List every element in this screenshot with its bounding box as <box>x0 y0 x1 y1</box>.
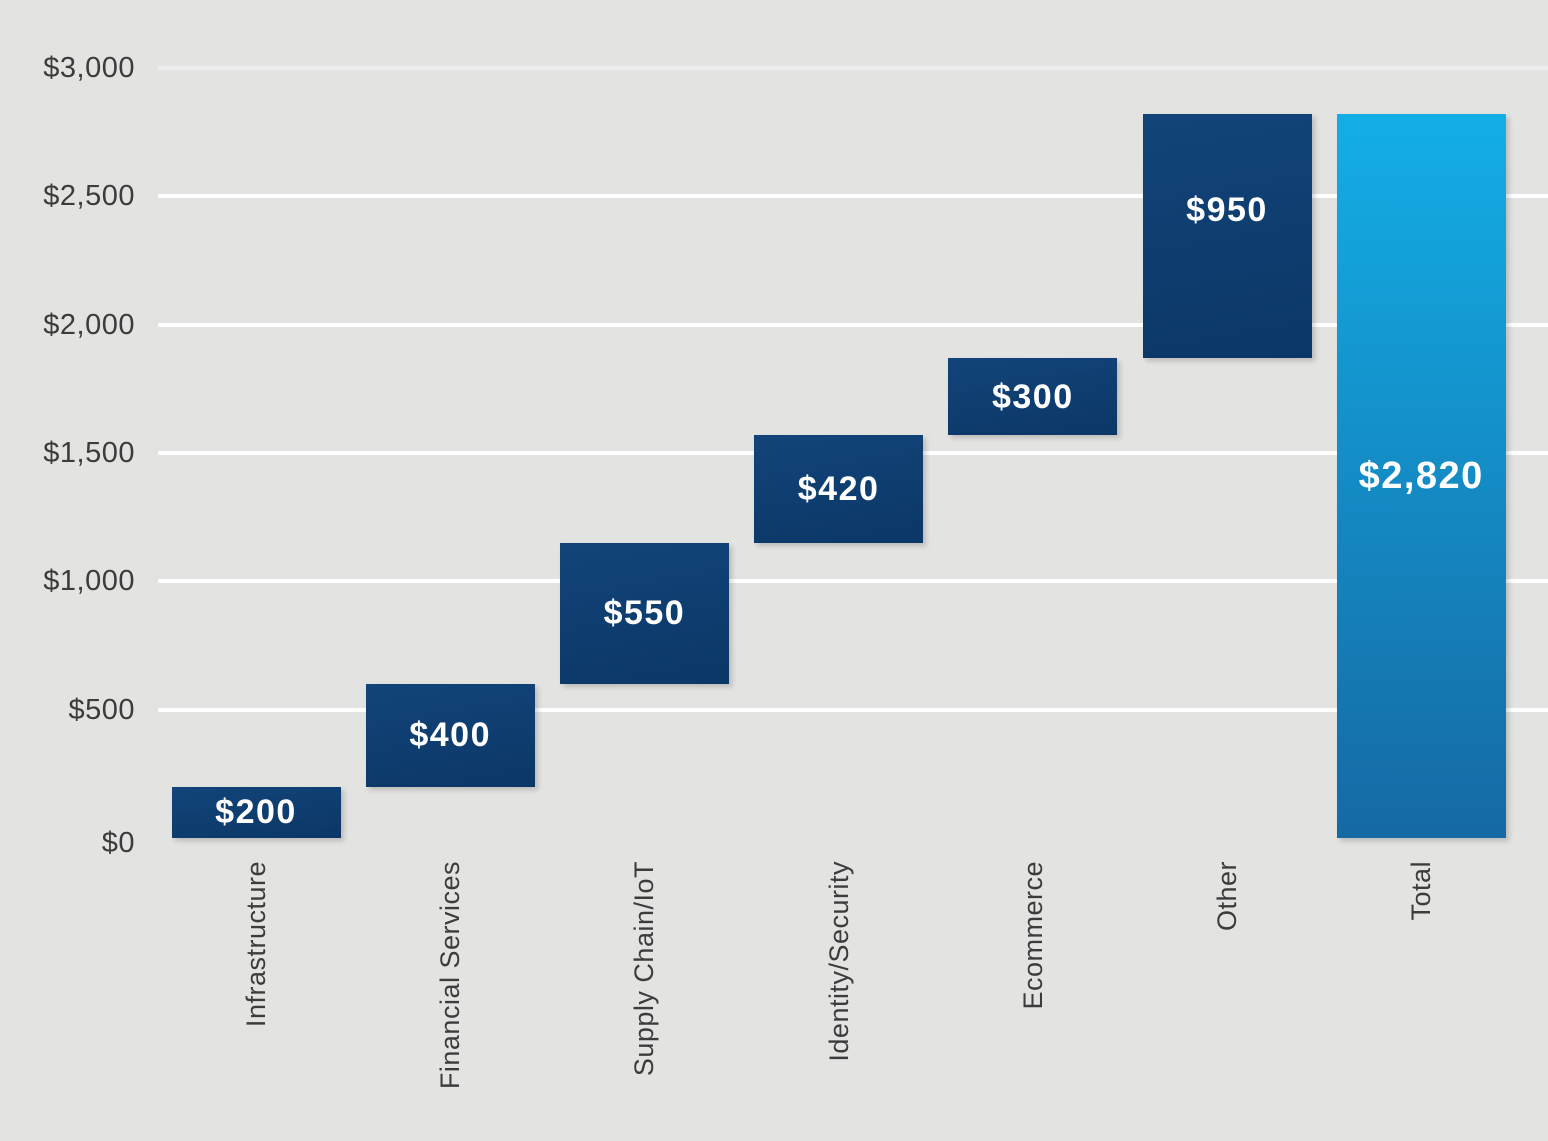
x-category-label-supply-chain-iot: Supply Chain/IoT <box>629 861 660 1077</box>
x-category-label-infrastructure: Infrastructure <box>241 861 271 1028</box>
bar-supply-chain-iot: $550 <box>559 542 729 684</box>
bar-value-label-ecommerce: $300 <box>991 377 1074 416</box>
y-gridline-3000 <box>158 66 1548 70</box>
bar-value-label-supply-chain-iot: $550 <box>603 594 686 633</box>
bar-ecommerce: $300 <box>948 358 1118 436</box>
y-tick-label-1500: $1,500 <box>43 437 135 469</box>
y-gridline-1000 <box>158 579 1548 584</box>
y-gridline-500 <box>158 707 1548 712</box>
bar-value-label-identity-security: $420 <box>797 469 880 508</box>
y-tick-label-0: $0 <box>101 827 135 859</box>
y-tick-label-500: $500 <box>68 693 135 726</box>
bar-infrastructure: $200 <box>171 786 341 838</box>
y-gridline-2000 <box>158 322 1548 327</box>
bar-value-label-financial-services: $400 <box>409 716 491 755</box>
y-tick-label-2000: $2,000 <box>43 308 135 341</box>
bar-value-label-total: $2,820 <box>1358 455 1484 498</box>
bar-value-label-other: $950 <box>1186 191 1268 230</box>
bar-value-label-infrastructure: $200 <box>215 793 297 832</box>
bar-identity-security: $420 <box>754 435 924 543</box>
y-gridline-2500 <box>158 194 1548 199</box>
x-category-label-identity-security: Identity/Security <box>823 861 854 1062</box>
x-category-label-total: Total <box>1406 861 1437 921</box>
x-category-label-ecommerce: Ecommerce <box>1017 861 1048 1010</box>
y-tick-label-3000: $3,000 <box>43 52 135 84</box>
y-tick-label-2500: $2,500 <box>43 180 135 213</box>
bar-financial-services: $400 <box>365 684 535 787</box>
y-tick-label-1000: $1,000 <box>43 565 135 598</box>
x-category-label-other: Other <box>1212 861 1242 932</box>
bar-other: $950 <box>1142 114 1312 359</box>
x-category-label-financial-services: Financial Services <box>435 861 466 1090</box>
bar-total: $2,820 <box>1336 114 1506 838</box>
